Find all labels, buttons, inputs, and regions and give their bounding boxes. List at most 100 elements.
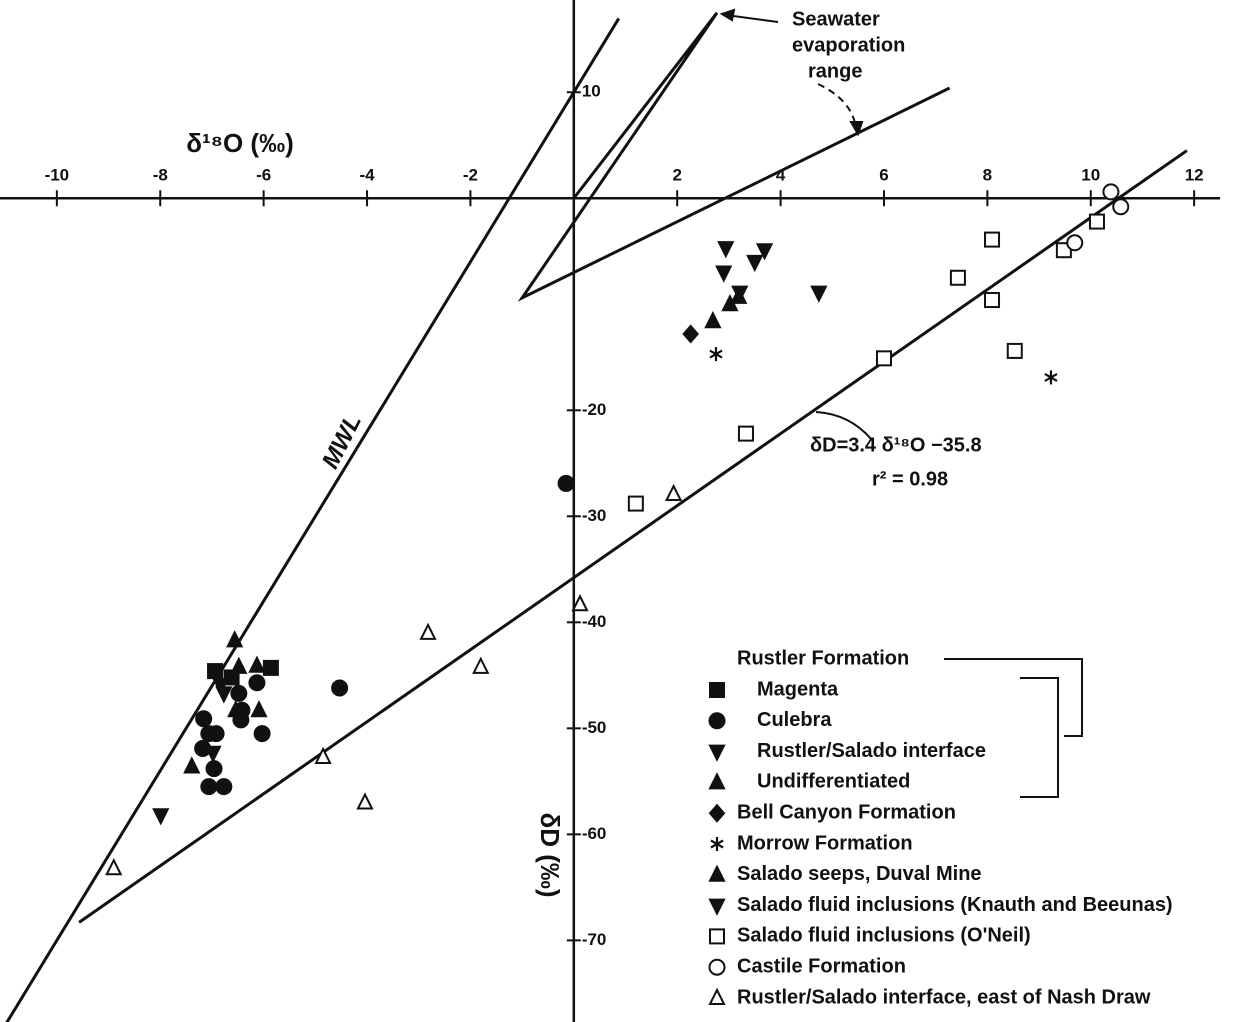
marker-stroke (709, 349, 723, 359)
legend-marker (708, 712, 726, 730)
arrow (817, 83, 857, 129)
reference-line (78, 149, 1188, 924)
marker (226, 630, 244, 648)
marker (207, 725, 225, 743)
annotation: evaporation (792, 34, 905, 56)
marker (731, 285, 749, 303)
marker (105, 858, 123, 876)
x-tick-label: 8 (983, 166, 992, 185)
x-tick-label: -10 (45, 166, 70, 185)
reference-line (5, 17, 621, 1022)
marker (472, 656, 490, 674)
marker (248, 655, 266, 673)
y-tick-label: -40 (582, 612, 607, 631)
legend-marker (708, 987, 726, 1005)
marker (331, 679, 349, 697)
marker (356, 792, 374, 810)
marker-stroke (1044, 372, 1058, 382)
legend-group-title: Rustler Formation (737, 647, 909, 669)
legend-marker (708, 772, 726, 790)
marker (195, 710, 213, 728)
legend-label: Salado seeps, Duval Mine (737, 863, 982, 885)
legend-marker (708, 864, 726, 882)
marker (1066, 234, 1084, 252)
marker (215, 778, 233, 796)
legend-label: Rustler/Salado interface, east of Nash D… (737, 986, 1151, 1008)
marker (682, 324, 699, 344)
marker (262, 659, 279, 676)
legend-label: Castile Formation (737, 955, 906, 977)
annotation: Seawater (792, 8, 880, 30)
legend-marker (709, 928, 725, 945)
x-tick-label: -8 (153, 166, 168, 185)
annotation-arrows (719, 8, 873, 441)
marker (571, 594, 589, 612)
arrow (725, 14, 779, 23)
marker (810, 285, 828, 303)
marker (200, 778, 218, 796)
equation: δD=3.4 δ¹⁸O −35.8 (810, 434, 982, 456)
leader-line (815, 411, 873, 441)
x-tick-label: 4 (776, 166, 786, 185)
legend-brackets (944, 658, 1083, 798)
marker (227, 700, 245, 718)
marker (314, 746, 332, 764)
marker (212, 677, 230, 696)
legend-marker (708, 898, 726, 916)
y-tick-label: -20 (582, 400, 607, 419)
marker (207, 663, 224, 680)
marker (746, 254, 764, 273)
reference-line (517, 11, 951, 302)
legend-label: Morrow Formation (737, 832, 913, 854)
x-tick-label: 12 (1185, 166, 1204, 185)
legend-marker (708, 803, 726, 823)
legend-label: Bell Canyon Formation (737, 801, 956, 823)
legend-label: Rustler/Salado interface (757, 740, 986, 762)
marker (1044, 370, 1058, 385)
y-tick-label: -60 (582, 824, 607, 843)
marker-stroke (710, 839, 724, 849)
marker (737, 425, 754, 442)
legend-label: Magenta (757, 678, 839, 700)
bracket (944, 658, 1083, 737)
x-tick-label: -4 (359, 166, 375, 185)
marker (250, 700, 268, 718)
marker (984, 231, 1001, 248)
legend-marker (708, 958, 726, 976)
marker (704, 310, 722, 329)
marker (557, 474, 575, 492)
x-tick-label: 10 (1081, 166, 1100, 185)
marker (627, 495, 644, 512)
y-tick-label: -30 (582, 506, 607, 525)
marker (253, 725, 271, 743)
x-tick-label: -2 (463, 166, 478, 185)
marker (1088, 213, 1105, 230)
marker (1006, 342, 1023, 359)
annotation: r² = 0.98 (872, 468, 948, 490)
legend-marker (710, 837, 724, 851)
marker (419, 622, 437, 640)
legend-label: Salado fluid inclusions (O'Neil) (737, 925, 1031, 947)
y-tick-label: -70 (582, 930, 607, 949)
marker (709, 347, 723, 362)
marker (204, 745, 222, 763)
marker (152, 808, 170, 826)
legend-marker (709, 682, 725, 698)
arrow-head (719, 8, 736, 22)
marker (205, 760, 223, 778)
bracket (1020, 677, 1059, 798)
x-tick-label: 2 (672, 166, 681, 185)
annotation: range (808, 60, 862, 82)
y-tick-label: 10 (582, 82, 601, 101)
marker (755, 243, 774, 261)
marker (949, 269, 966, 286)
marker (664, 483, 683, 502)
marker (248, 674, 266, 692)
legend-label: Undifferentiated (757, 771, 910, 793)
x-tick-label: -6 (256, 166, 271, 185)
x-axis-label: δ¹⁸O (‰) (186, 128, 293, 158)
y-tick-label: -50 (582, 718, 607, 737)
arrow-head (849, 121, 864, 137)
x-tick-label: 6 (879, 166, 888, 185)
legend-label: Culebra (757, 709, 832, 731)
